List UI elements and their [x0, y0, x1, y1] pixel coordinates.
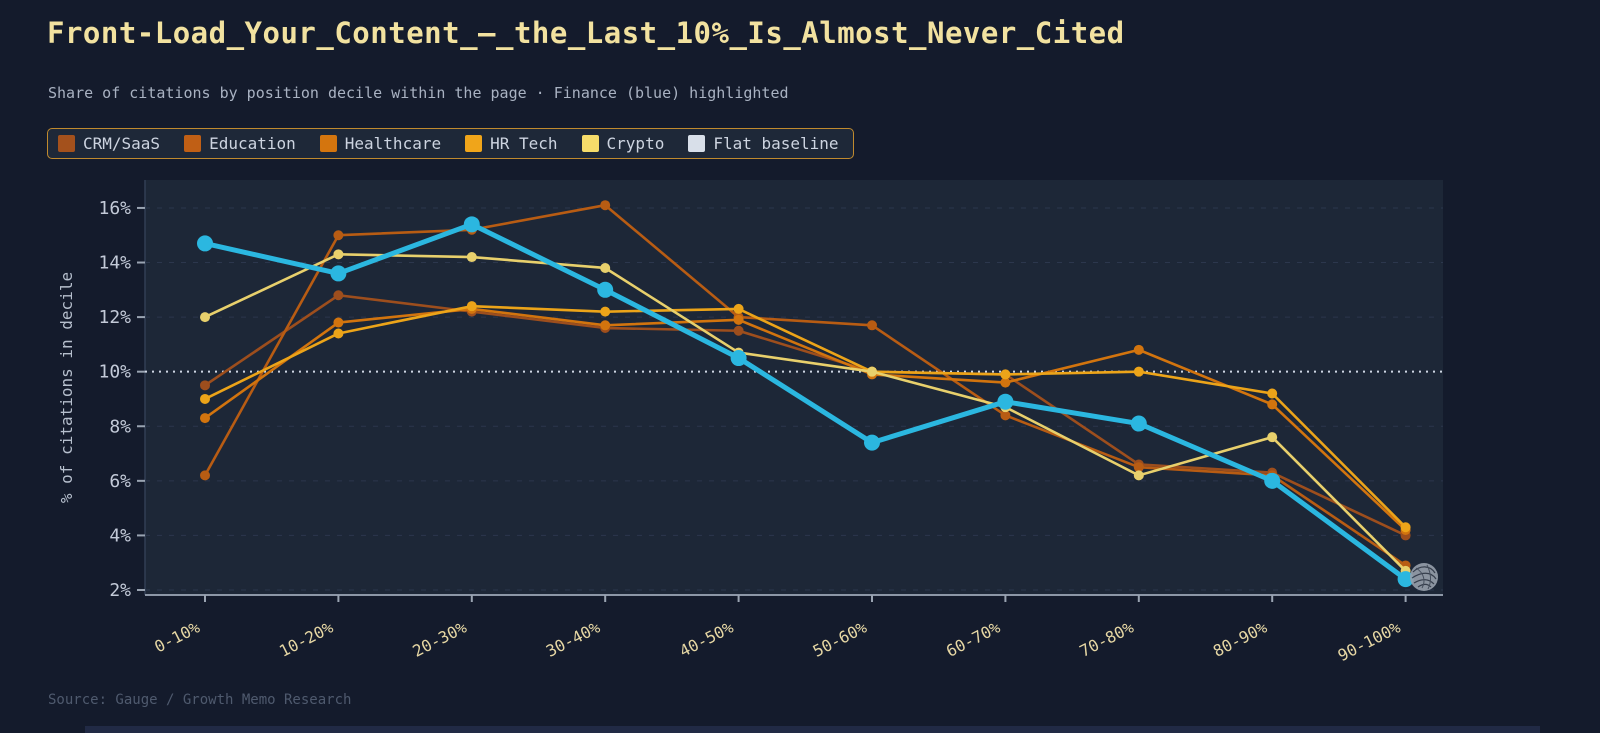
series-line-finance [202, 221, 1409, 582]
series-point-finance [1264, 472, 1281, 489]
series-point-crm-saas [333, 290, 344, 301]
series-point-finance [197, 235, 213, 252]
legend-swatch [319, 135, 337, 152]
series-point-education [333, 230, 344, 241]
series-line-healthcare [203, 307, 1407, 532]
legend-item-crm-saas: CRM/SaaS [58, 134, 160, 153]
series-point-hr-tech [600, 306, 611, 317]
series-point-crypto [333, 249, 344, 260]
series-point-healthcare [200, 413, 210, 424]
series-point-finance [997, 393, 1014, 410]
y-tick-label: 4% [109, 525, 131, 546]
x-tick-label: 30-40% [543, 617, 603, 660]
series-point-finance [1130, 415, 1147, 432]
series-point-finance [1397, 571, 1414, 588]
legend-item-flat-baseline: Flat baseline [688, 134, 839, 153]
legend-label: Crypto [606, 134, 665, 153]
series-point-finance [597, 281, 614, 298]
x-tick-label: 0-10% [151, 617, 203, 656]
legend-swatch [184, 135, 202, 152]
x-tick-label: 10-20% [276, 617, 336, 660]
y-tick-label: 6% [109, 471, 131, 492]
y-tick-label: 8% [109, 416, 131, 437]
series-point-crypto [466, 252, 477, 263]
series-point-education [867, 320, 877, 331]
watermark-stamp [1410, 563, 1438, 591]
legend-item-hr-tech: HR Tech [465, 134, 558, 153]
series-point-crm-saas [733, 325, 744, 336]
series-point-finance [330, 265, 347, 282]
plot-area [145, 180, 1443, 595]
x-tick-label: 50-60% [810, 617, 870, 660]
series-point-education [600, 200, 611, 211]
series-point-crm-saas [200, 380, 210, 391]
legend-swatch [58, 135, 75, 152]
legend-label: HR Tech [490, 134, 558, 153]
y-tick-label: 10% [98, 362, 131, 383]
series-point-education [1133, 462, 1144, 473]
legend-label: Healthcare [344, 134, 442, 153]
series-point-finance [463, 216, 480, 233]
series-point-crypto [600, 262, 611, 273]
series-line-education [203, 203, 1407, 567]
series-point-hr-tech [1000, 369, 1011, 380]
series-point-crypto [200, 312, 210, 323]
x-tick-label: 90-100% [1335, 617, 1404, 665]
x-tick-label: 80-90% [1210, 617, 1270, 660]
x-tick-label: 20-30% [409, 617, 469, 660]
legend-label: CRM/SaaS [83, 134, 161, 153]
series-line-crypto [203, 253, 1407, 573]
series-point-hr-tech [1267, 388, 1278, 399]
series-point-finance [730, 350, 747, 367]
series-point-hr-tech [733, 303, 744, 314]
x-tick-label: 70-80% [1076, 617, 1136, 660]
series-point-crypto [867, 366, 877, 377]
legend-label: Education [209, 134, 296, 153]
series-point-education [1000, 410, 1011, 421]
series-point-hr-tech [200, 393, 210, 404]
series-point-crypto [1267, 432, 1278, 443]
series-point-healthcare [1000, 377, 1011, 388]
series-point-healthcare [600, 320, 611, 331]
y-axis-title: % of citations in decile [57, 272, 76, 503]
legend-item-education: Education [184, 134, 296, 153]
x-tick-label: 40-50% [676, 617, 736, 660]
series-point-crypto [1133, 470, 1144, 481]
chart-legend: CRM/SaaS Education Healthcare HR Tech Crypto… [47, 128, 854, 159]
page-title: Front-Load_Your_Content_—_the_Last_10%_I… [47, 16, 1125, 50]
y-tick-label: 16% [98, 198, 131, 219]
x-tick-label: 60-70% [943, 617, 1003, 660]
page-subtitle: Share of citations by position decile wi… [48, 84, 789, 102]
series-point-hr-tech [1133, 366, 1144, 377]
y-tick-label: 2% [109, 580, 131, 601]
series-point-finance [864, 434, 880, 451]
series-point-hr-tech [1400, 522, 1411, 533]
legend-swatch [688, 135, 706, 152]
series-point-hr-tech [466, 301, 477, 312]
legend-swatch [581, 135, 599, 152]
source-caption: Source: Gauge / Growth Memo Research [48, 692, 352, 708]
bottom-strip [85, 726, 1540, 733]
series-point-healthcare [1133, 344, 1144, 355]
series-point-healthcare [1267, 399, 1278, 410]
series-line-crm-saas [203, 293, 1407, 537]
y-tick-label: 12% [98, 307, 131, 328]
series-point-education [200, 470, 210, 481]
series-point-healthcare [333, 317, 344, 328]
legend-swatch [465, 135, 483, 152]
legend-label: Flat baseline [713, 134, 839, 153]
legend-item-crypto: Crypto [581, 134, 665, 153]
series-line-hr-tech [203, 304, 1407, 529]
legend-item-healthcare: Healthcare [319, 134, 442, 153]
y-tick-label: 14% [98, 253, 131, 274]
series-point-hr-tech [333, 328, 344, 339]
series-point-healthcare [733, 314, 744, 325]
